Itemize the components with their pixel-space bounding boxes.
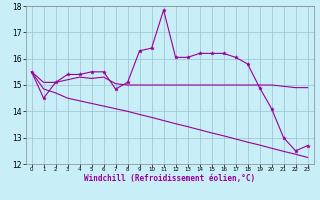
X-axis label: Windchill (Refroidissement éolien,°C): Windchill (Refroidissement éolien,°C) — [84, 174, 255, 183]
